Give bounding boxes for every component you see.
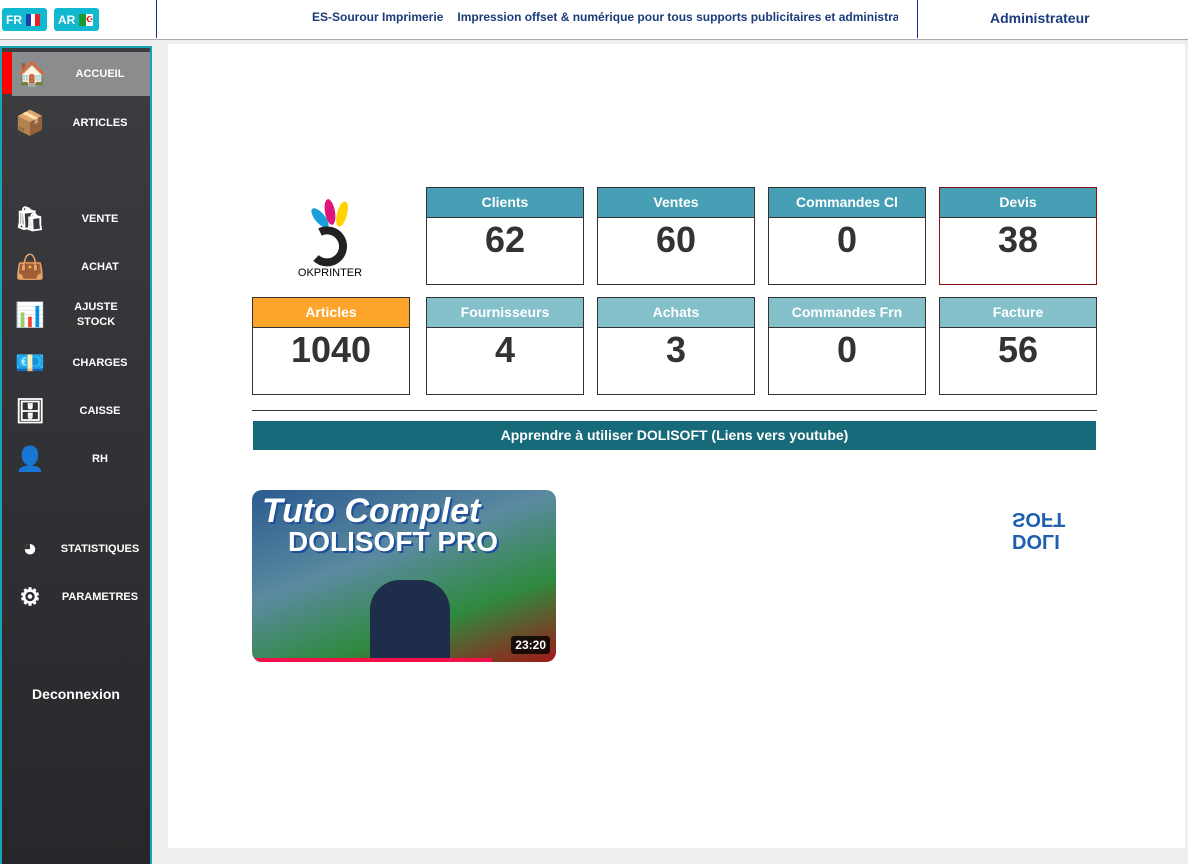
stat-value: 56 — [997, 329, 1039, 370]
sidebar-item-accueil[interactable]: 🏠 ACCUEIL — [12, 52, 150, 96]
language-fr-button[interactable]: FR — [2, 8, 47, 31]
stat-label: Facture — [940, 298, 1096, 328]
stat-value: 62 — [484, 219, 526, 260]
sidebar-item-label: VENTE — [81, 212, 119, 225]
top-header: FR AR ☪ ES-Sourour Imprimerie Impression … — [0, 0, 1188, 40]
algeria-flag-icon: ☪ — [79, 13, 94, 26]
company-name: ES-Sourour Imprimerie — [312, 10, 444, 24]
sidebar-item-charges[interactable]: 💶 CHARGES — [2, 341, 150, 385]
sidebar-item-label: CAISSE — [79, 404, 121, 417]
stat-value: 1040 — [290, 329, 372, 370]
section-divider — [252, 410, 1097, 411]
sidebar-item-label: ACCUEIL — [75, 67, 125, 80]
bag-icon: 👜 — [15, 253, 45, 281]
stat-card-facture[interactable]: Facture 56 — [939, 297, 1097, 395]
sidebar-item-vente[interactable]: 🛍 VENTE — [2, 197, 150, 241]
divider — [917, 0, 918, 38]
stat-value: 4 — [494, 329, 516, 370]
stat-card-achats[interactable]: Achats 3 — [597, 297, 755, 395]
sidebar-item-label: CHARGES — [72, 356, 128, 369]
company-tagline: Impression offset & numérique pour tous … — [457, 10, 898, 24]
house-icon: 🏠 — [17, 60, 47, 88]
tutorial-banner: Apprendre à utiliser DOLISOFT (Liens ver… — [253, 421, 1096, 450]
video-thumbnail[interactable]: Tuto Complet DOLISOFT PRO 23:20 — [252, 490, 556, 662]
pie-chart-icon: ◕ — [22, 535, 38, 562]
user-name[interactable]: Administrateur — [990, 10, 1090, 26]
sidebar-item-label: ARTICLES — [72, 116, 128, 129]
lang-code: FR — [6, 12, 22, 27]
stat-label: Commandes Cl — [769, 188, 925, 218]
stat-value: 0 — [836, 329, 858, 370]
video-duration: 23:20 — [511, 636, 550, 654]
sidebar-item-rh[interactable]: 👤 RH — [2, 437, 150, 481]
sidebar-item-caisse[interactable]: 🗄 CAISSE — [2, 389, 150, 433]
stat-value: 38 — [997, 219, 1039, 260]
safe-icon: 🗄 — [14, 397, 46, 425]
gear-icon: ⚙ — [19, 583, 41, 611]
stat-card-commandes-cl[interactable]: Commandes Cl 0 — [768, 187, 926, 285]
watch-progress-bar — [252, 658, 493, 662]
sidebar-item-label: STATISTIQUES — [60, 542, 140, 555]
svg-text:OKPRINTER: OKPRINTER — [298, 267, 362, 279]
stat-card-commandes-frn[interactable]: Commandes Frn 0 — [768, 297, 926, 395]
stat-card-ventes[interactable]: Ventes 60 — [597, 187, 755, 285]
stat-value: 0 — [836, 219, 858, 260]
active-indicator — [2, 52, 14, 94]
sidebar-item-label: ACHAT — [81, 260, 119, 273]
stat-label: Commandes Frn — [769, 298, 925, 328]
crate-icon: 📦 — [15, 109, 45, 137]
logout-link[interactable]: Deconnexion — [32, 686, 120, 702]
presenter-figure — [370, 580, 450, 662]
video-subtitle: DOLISOFT PRO — [288, 526, 498, 557]
lang-code: AR — [58, 12, 76, 27]
person-icon: 👤 — [15, 445, 45, 473]
stock-boxes-icon: 📊 — [15, 301, 45, 329]
stat-label: Clients — [427, 188, 583, 218]
okprinter-logo: OKPRINTER — [290, 196, 370, 286]
stat-label: Articles — [253, 298, 409, 328]
sidebar-item-articles[interactable]: 📦 ARTICLES — [2, 101, 150, 145]
stat-label: Devis — [940, 188, 1096, 218]
stat-value: 3 — [665, 329, 687, 370]
sidebar-item-label: AJUSTE STOCK — [74, 301, 118, 328]
france-flag-icon — [26, 13, 41, 26]
sidebar-item-statistiques[interactable]: ◕ STATISTIQUES — [2, 527, 150, 571]
sidebar-item-ajuste-stock[interactable]: 📊 AJUSTE STOCK — [2, 293, 150, 337]
stat-value: 60 — [655, 219, 697, 260]
divider — [156, 0, 157, 38]
sidebar-item-label: RH — [92, 452, 108, 465]
stat-label: Fournisseurs — [427, 298, 583, 328]
video-title: Tuto Complet — [262, 492, 481, 530]
stat-card-articles[interactable]: Articles 1040 — [252, 297, 410, 395]
dolisoft-logo: DOLI SOFT — [1012, 508, 1066, 552]
header-tagline: ES-Sourour Imprimerie Impression offset &… — [312, 10, 898, 24]
stat-label: Ventes — [598, 188, 754, 218]
stat-card-devis[interactable]: Devis 38 — [939, 187, 1097, 285]
sidebar-item-label: PARAMETRES — [61, 590, 139, 603]
stat-card-clients[interactable]: Clients 62 — [426, 187, 584, 285]
stat-card-fournisseurs[interactable]: Fournisseurs 4 — [426, 297, 584, 395]
sidebar: 🏠 ACCUEIL 📦 ARTICLES 🛍 VENTE 👜 ACHAT 📊 AJUSTE… — [0, 46, 152, 864]
shopping-bag-icon: 🛍 — [14, 205, 46, 233]
money-icon: 💶 — [15, 349, 45, 377]
language-ar-button[interactable]: AR ☪ — [54, 8, 99, 31]
sidebar-item-achat[interactable]: 👜 ACHAT — [2, 245, 150, 289]
stat-label: Achats — [598, 298, 754, 328]
sidebar-item-parametres[interactable]: ⚙ PARAMETRES — [2, 575, 150, 619]
